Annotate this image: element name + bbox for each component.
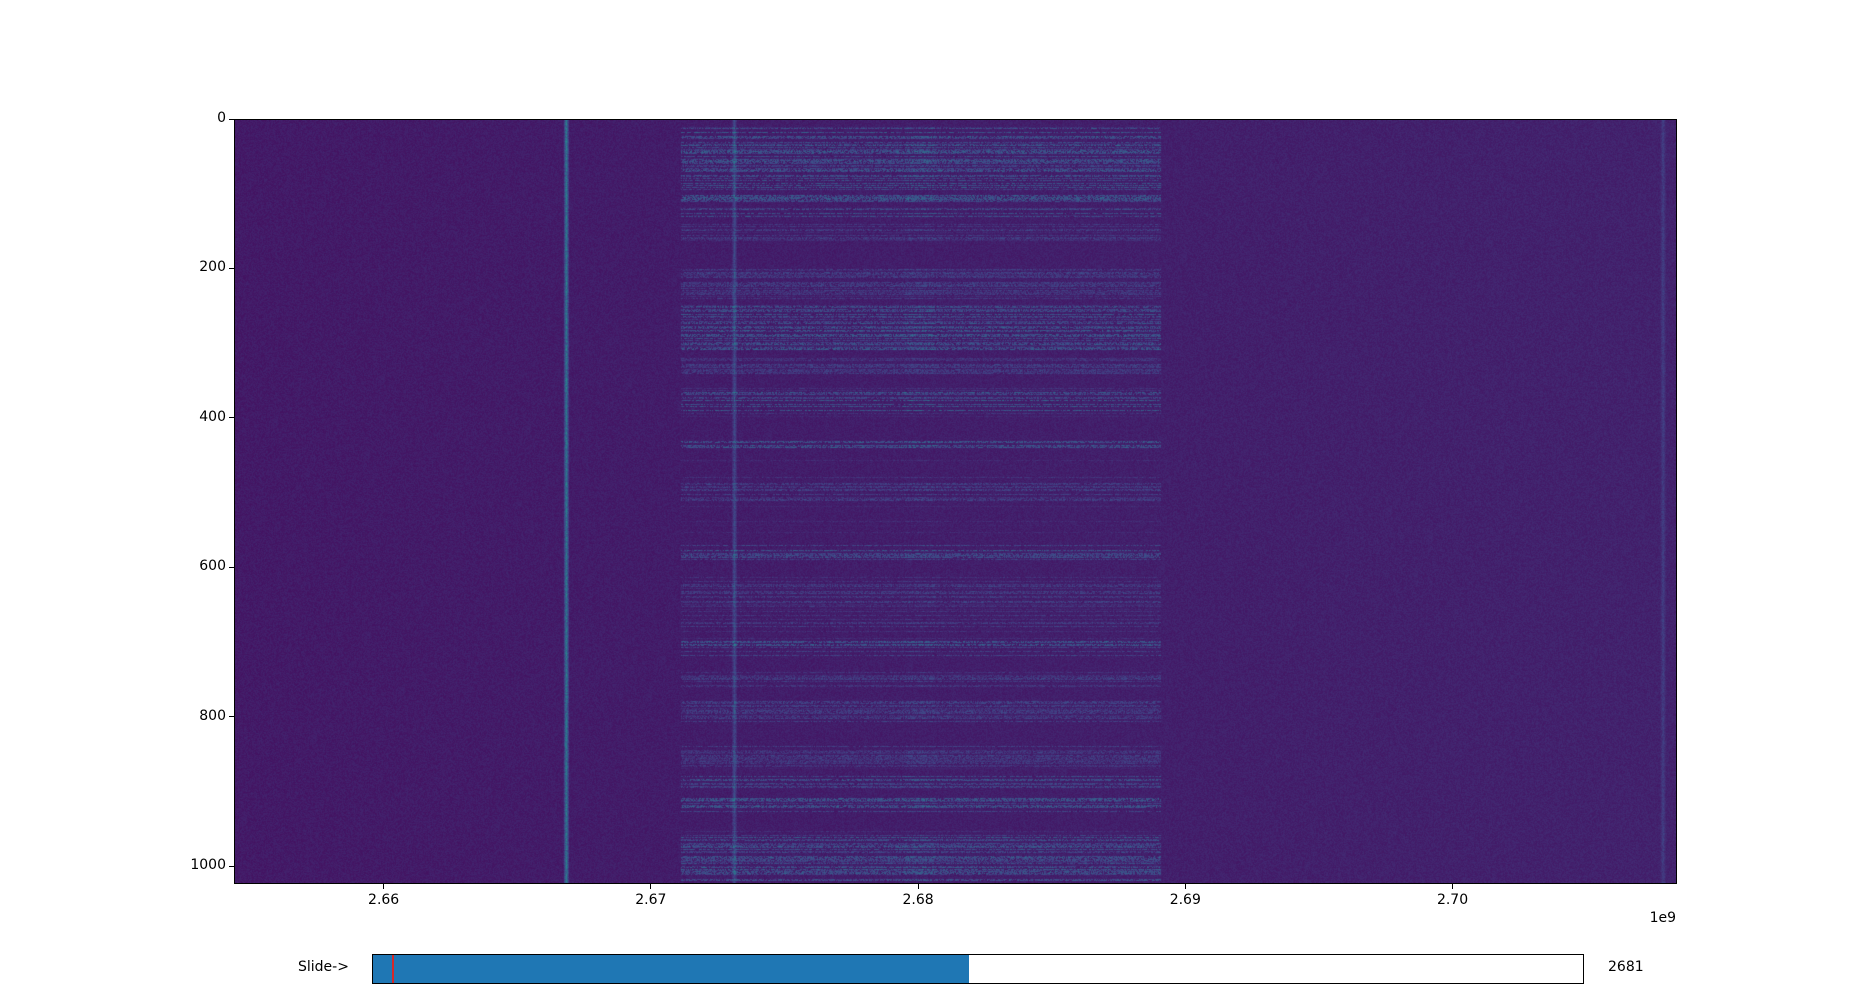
x-tick-label: 2.67 [635,892,667,908]
slider-label: Slide-> [298,959,349,975]
y-tick-mark [229,118,234,120]
x-tick-mark [650,884,652,889]
y-tick-mark [229,267,234,269]
x-tick-mark [1452,884,1454,889]
y-tick-label: 800 [199,707,226,724]
y-tick-label: 200 [199,259,226,276]
y-tick-mark [229,865,234,867]
y-tick-label: 600 [199,558,226,575]
y-tick-mark [229,417,234,419]
x-axis-offset-text: 1e9 [1649,910,1676,926]
x-tick-label: 2.66 [368,892,400,908]
x-tick-label: 2.70 [1436,892,1469,908]
x-tick-label: 2.68 [902,892,934,908]
x-tick-label: 2.69 [1169,892,1201,908]
y-tick-label: 0 [217,110,226,126]
x-tick-mark [917,884,919,889]
y-tick-label: 400 [199,408,226,425]
y-tick-label: 1000 [190,857,226,874]
y-tick-mark [229,566,234,568]
slider-value: 2681 [1608,959,1644,975]
spectrogram-image [235,120,1676,883]
slider-initial-marker [391,955,394,983]
slider-fill [373,955,970,983]
x-tick-mark [1184,884,1186,889]
frequency-slider[interactable] [372,954,1584,984]
y-tick-mark [229,716,234,718]
x-tick-mark [383,884,385,889]
spectrogram-axes [234,119,1677,884]
